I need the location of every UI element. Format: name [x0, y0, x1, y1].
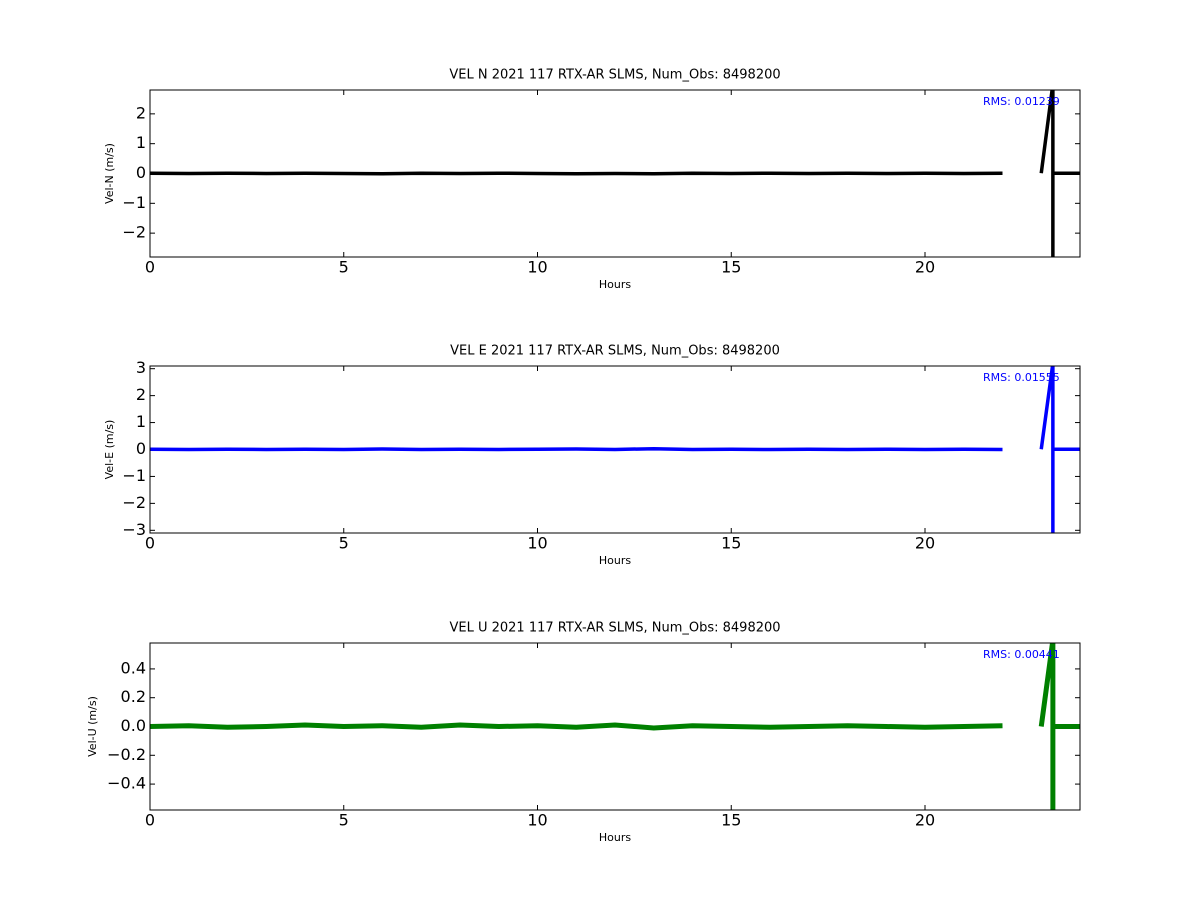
data-line	[150, 643, 1080, 810]
y-tick-label: 0	[136, 439, 146, 458]
y-tick-label: 0	[136, 163, 146, 182]
y-tick-label: −2	[122, 493, 146, 512]
y-tick-label: 3	[136, 358, 146, 377]
x-tick-label: 10	[527, 534, 547, 553]
axes-frame	[149, 642, 1081, 811]
y-tick-label: −1	[122, 193, 146, 212]
x-tick-label: 15	[721, 258, 741, 277]
x-tick-label: 5	[339, 534, 349, 553]
y-axis-label: Vel-N (m/s)	[103, 143, 116, 204]
x-tick-label: 20	[915, 534, 935, 553]
x-tick-label: 20	[915, 811, 935, 830]
x-tick-label: 0	[145, 811, 155, 830]
y-tick-label: 1	[136, 412, 146, 431]
y-tick-label: 0.4	[121, 658, 146, 677]
x-axis-label: Hours	[599, 278, 631, 291]
data-line	[150, 366, 1080, 533]
rms-annotation: RMS: 0.01239	[983, 95, 1060, 108]
x-tick-label: 10	[527, 258, 547, 277]
y-tick-label: 0.2	[121, 687, 146, 706]
y-tick-label: −0.2	[107, 745, 146, 764]
rms-annotation: RMS: 0.01555	[983, 371, 1060, 384]
x-tick-label: 15	[721, 534, 741, 553]
y-axis-label: Vel-E (m/s)	[103, 420, 116, 480]
rms-annotation: RMS: 0.00441	[983, 648, 1060, 661]
y-tick-label: −3	[122, 520, 146, 539]
y-tick-label: 0.0	[121, 716, 146, 735]
data-line	[150, 90, 1080, 257]
axes-frame	[149, 365, 1081, 534]
x-tick-label: 0	[145, 534, 155, 553]
y-tick-label: 2	[136, 103, 146, 122]
x-tick-label: 5	[339, 811, 349, 830]
plot-area	[150, 366, 1080, 533]
y-tick-label: 1	[136, 133, 146, 152]
y-tick-label: −0.4	[107, 774, 146, 793]
chart-title: VEL E 2021 117 RTX-AR SLMS, Num_Obs: 849…	[450, 344, 780, 359]
y-tick-label: −2	[122, 223, 146, 242]
plot-area	[150, 90, 1080, 257]
x-tick-label: 15	[721, 811, 741, 830]
x-tick-label: 10	[527, 811, 547, 830]
x-tick-label: 20	[915, 258, 935, 277]
plot-area	[150, 643, 1080, 810]
x-axis-label: Hours	[599, 554, 631, 567]
y-tick-label: −1	[122, 466, 146, 485]
axes-frame	[149, 89, 1081, 258]
y-axis-label: Vel-U (m/s)	[86, 696, 99, 757]
x-axis-label: Hours	[599, 831, 631, 844]
x-tick-label: 0	[145, 258, 155, 277]
chart-title: VEL N 2021 117 RTX-AR SLMS, Num_Obs: 849…	[449, 68, 780, 83]
y-tick-label: 2	[136, 385, 146, 404]
chart-title: VEL U 2021 117 RTX-AR SLMS, Num_Obs: 849…	[449, 621, 780, 636]
x-tick-label: 5	[339, 258, 349, 277]
